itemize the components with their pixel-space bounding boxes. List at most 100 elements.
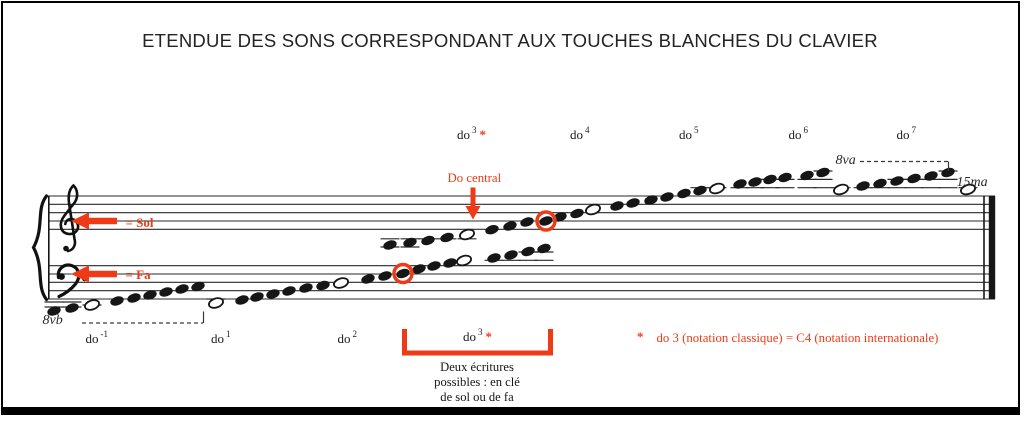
notehead-filled [127,293,141,303]
octave-number: 7 [911,125,917,136]
notehead-filled [570,208,584,219]
notehead-filled [537,243,551,254]
notehead-filled [539,216,553,226]
notehead-filled [396,268,410,279]
notehead-do-whole [459,228,475,241]
notehead-filled [443,258,457,268]
two-writings-bracket [402,329,553,356]
notehead-do-whole [585,203,601,216]
notehead-filled [427,261,441,271]
notehead-filled [907,173,921,184]
notehead-filled [403,237,417,248]
octave-number: 6 [803,125,809,136]
notehead-do-whole [833,183,849,196]
treble-clef-icon [59,183,80,253]
do-central-label: Do central [447,170,502,185]
octave-label-text: do [463,328,476,344]
octave-label-do6: do 6 [788,125,809,143]
octave-label-text: do [788,126,802,142]
notehead-filled [282,286,296,296]
octave-label-do5: do 5 [679,125,699,143]
octave-label-do3-bracket: do 3 * [405,327,551,345]
notehead-filled [677,188,691,199]
notehead-filled [250,292,264,302]
notehead-filled [266,289,280,299]
notehead-filled [941,167,955,178]
octave-number: 3 [478,327,483,338]
do-central-arrow [465,187,481,220]
notehead-filled [856,181,870,191]
notehead-filled [800,170,814,181]
octave-label-do-minus1: do -1 [85,329,109,347]
ottava-bassa-line [82,311,205,324]
notehead-do-whole [709,182,725,195]
octave-label-text: do [85,330,99,346]
notehead-filled [778,172,792,183]
octave-label-text: do [337,330,351,346]
notehead-do-whole [208,297,224,309]
notehead-do-whole [333,277,349,289]
caption-line: de sol ou de fa [440,390,514,404]
fa-line-arrow [71,265,117,283]
octave-label-text: do [679,126,692,142]
notehead-filled [487,253,501,263]
octave-label-do2: do 2 [337,330,358,347]
notehead-filled [65,303,79,313]
notehead-filled [693,185,707,196]
notehead-filled [610,201,624,211]
octave-label-do3-top: do 3 * [457,125,486,143]
notehead-filled [316,280,330,291]
caption-line: Deux écritures [440,360,514,374]
notehead-filled [47,306,61,316]
octave-number: 5 [694,125,699,136]
notehead-filled [440,232,454,243]
notehead-filled [553,212,567,222]
footnote-text: do 3 (notation classique) = C4 (notation… [656,330,939,345]
octave-number: -1 [100,329,109,340]
notehead-do-whole [456,254,472,267]
notehead-filled [421,235,435,246]
octave-number: 3 [472,125,477,136]
two-writings-caption: Deux écritures possibles : en clé de sol… [401,360,553,405]
notehead-filled [644,195,658,205]
notehead-filled [383,240,397,250]
notehead-filled [660,192,674,202]
notehead-filled [110,296,124,306]
notehead-filled [235,295,249,305]
octave-label-text: do [896,126,910,142]
notehead-filled [503,221,517,231]
notehead-filled [299,283,313,293]
notehead-filled [626,198,640,208]
octave-label-text: do [211,330,224,346]
notehead-filled [175,284,189,294]
octave-number: 1 [226,329,231,340]
notehead-filled [412,264,426,274]
score-overlay [31,160,950,356]
ottava-bassa-label: 8vb [42,312,63,328]
ottava-alta-line [860,160,950,171]
grand-staff-brace [31,194,49,302]
ottava-alta-label: 8va [835,152,856,168]
notehead-filled [143,290,157,300]
octave-label-do1: do 1 [211,329,231,347]
octave-label-text: do [457,126,470,142]
asterisk-mark: * [485,328,493,344]
notehead-filled [485,225,499,235]
notehead-filled [361,274,375,284]
notehead-do-whole [84,299,100,311]
notehead-filled [890,176,904,186]
notehead-filled [378,271,392,281]
red-circle-bass-clef-note [392,262,414,285]
notehead-do-whole [960,183,976,196]
red-circle-treble-clef-note [535,210,557,232]
notehead-filled [924,171,938,181]
quindicesima-label: 15ma [956,174,988,190]
notehead-filled [733,179,747,189]
notehead-filled [748,177,762,187]
sol-line-arrow [71,212,117,230]
equals-fa-label: = Fa [125,267,151,283]
octave-label-text: do [570,126,583,142]
footnote-asterisk: * [637,328,644,344]
